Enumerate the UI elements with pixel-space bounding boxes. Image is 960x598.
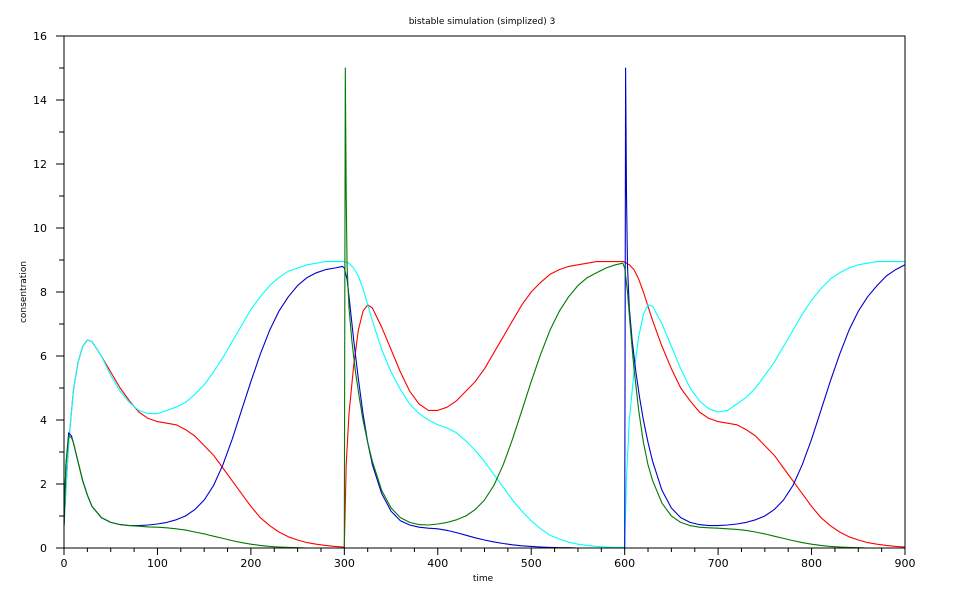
x-tick-label: 0 — [61, 557, 68, 570]
y-tick-label: 8 — [40, 286, 47, 299]
x-tick-label: 600 — [614, 557, 635, 570]
y-axis-label: consentration — [19, 261, 29, 323]
y-tick-label: 12 — [33, 158, 47, 171]
y-tick-label: 4 — [40, 414, 47, 427]
x-tick-label: 900 — [895, 557, 916, 570]
chart-title: bistable simulation (simplized) 3 — [409, 17, 556, 27]
y-tick-label: 14 — [33, 94, 47, 107]
x-tick-label: 400 — [427, 557, 448, 570]
x-tick-label: 200 — [240, 557, 261, 570]
y-tick-label: 0 — [40, 542, 47, 555]
y-tick-label: 16 — [33, 30, 47, 43]
y-tick-label: 10 — [33, 222, 47, 235]
x-tick-label: 700 — [708, 557, 729, 570]
series-line-3 — [63, 67, 906, 549]
x-tick-label: 300 — [334, 557, 355, 570]
y-tick-label: 6 — [40, 350, 47, 363]
plot-frame — [63, 35, 906, 549]
x-axis-label: time — [473, 574, 494, 584]
series-line-1 — [63, 261, 906, 548]
y-axis: 0 2 4 6 8 10 12 14 16 — [33, 30, 64, 555]
y-tick-label: 2 — [40, 478, 47, 491]
plot-series — [63, 67, 906, 549]
x-tick-label: 500 — [521, 557, 542, 570]
x-axis: 0 100 200 300 400 500 600 700 800 900 — [61, 548, 916, 570]
series-line-4 — [63, 67, 868, 549]
series-line-2 — [63, 261, 905, 549]
x-tick-label: 100 — [147, 557, 168, 570]
x-tick-label: 800 — [801, 557, 822, 570]
